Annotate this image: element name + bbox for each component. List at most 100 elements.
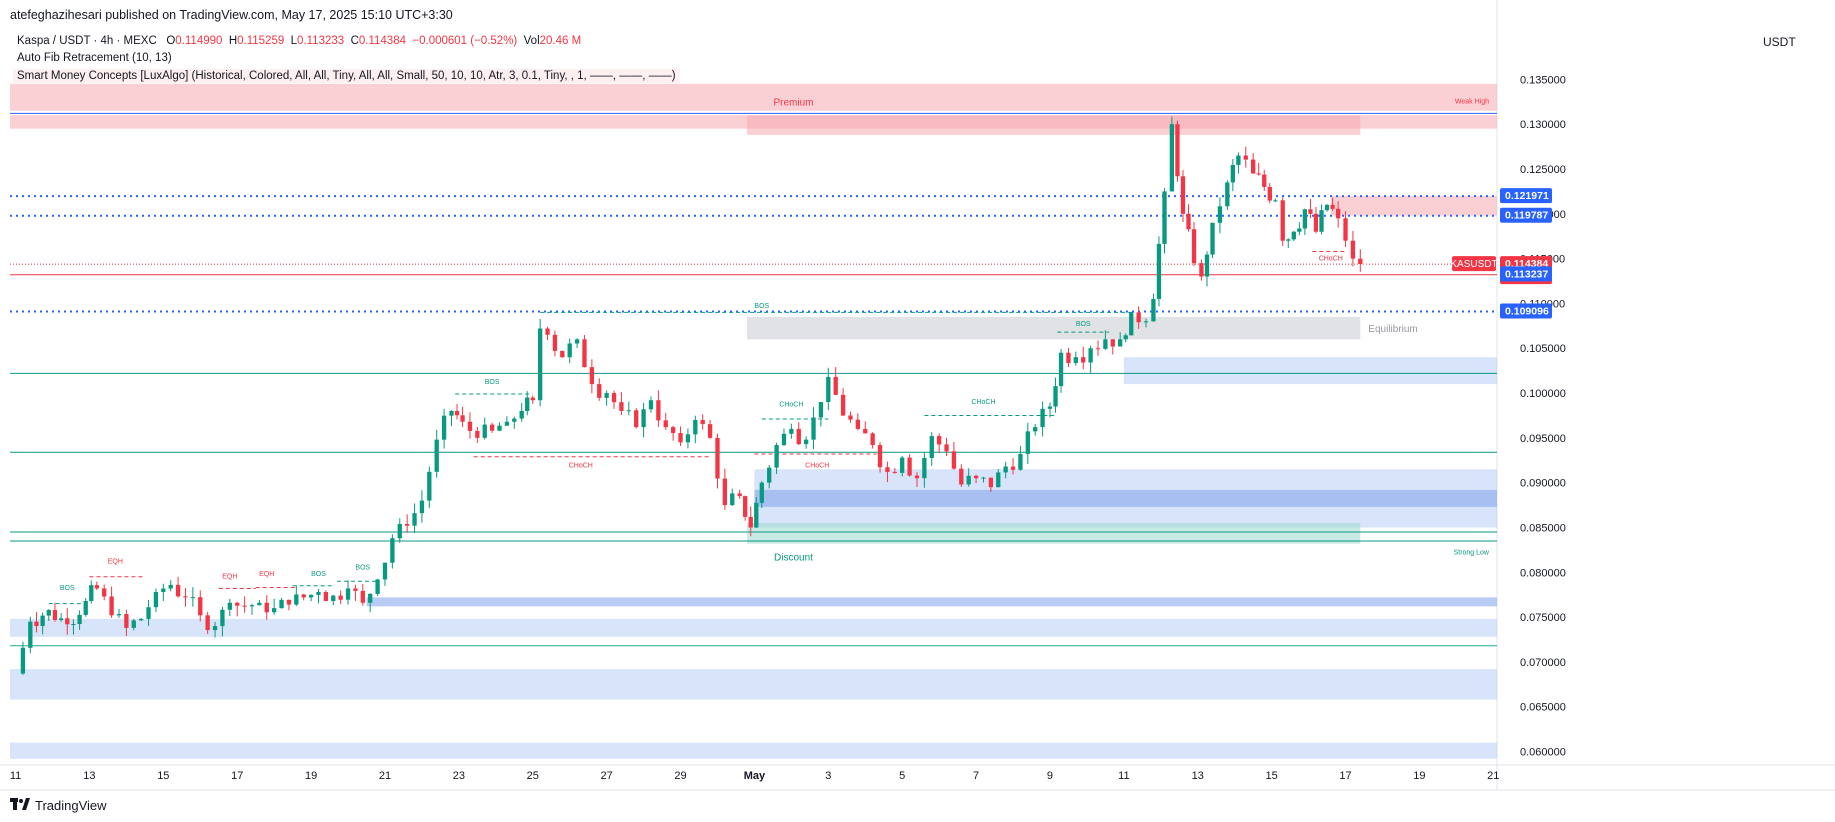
y-tick-label: 0.135000 — [1520, 74, 1566, 86]
candle-up — [826, 376, 831, 403]
price-tag — [1500, 303, 1552, 319]
candle-up — [77, 614, 82, 624]
candle-down — [959, 468, 964, 485]
candle-up — [271, 608, 277, 613]
zone-label-equilibrium: Equilibrium — [1368, 324, 1417, 335]
candle-up — [308, 594, 314, 598]
candle-down — [656, 400, 661, 421]
candle-down — [582, 339, 587, 368]
candle-down — [944, 444, 949, 452]
candle-up — [1324, 204, 1330, 211]
zone-ob — [10, 618, 1497, 637]
candle-up — [83, 600, 88, 615]
candle-up — [249, 605, 255, 607]
price-tag-label: 0.121971 — [1505, 190, 1549, 202]
candle-down — [124, 614, 129, 628]
structure-label: BOS — [60, 585, 75, 592]
candle-up — [89, 585, 94, 601]
candle-down — [323, 592, 329, 601]
currency-label[interactable]: USDT — [1763, 35, 1796, 49]
candle-down — [1262, 174, 1267, 187]
candle-up — [981, 477, 986, 479]
volume-label: Vol — [523, 35, 540, 47]
candle-down — [1066, 352, 1071, 364]
zone-premium — [10, 83, 1497, 111]
x-tick-label: 13 — [83, 770, 95, 782]
candle-up — [1204, 254, 1210, 277]
candle-up — [345, 588, 351, 600]
y-tick-label: 0.130000 — [1520, 119, 1566, 131]
candle-up — [46, 609, 51, 616]
candle-up — [1230, 164, 1236, 183]
zone-premium — [1330, 195, 1497, 216]
close-value: 0.114384 — [358, 35, 406, 47]
candle-down — [1350, 240, 1356, 259]
candle-up — [1047, 406, 1053, 409]
symbol-name[interactable]: Kaspa / USDT · 4h · MEXC — [17, 35, 157, 47]
candle-down — [183, 596, 188, 598]
candle-down — [707, 424, 713, 438]
candle-down — [1256, 173, 1261, 175]
candle-up — [537, 328, 543, 401]
candle-up — [434, 439, 439, 472]
candle-down — [907, 457, 912, 476]
zone-ob — [10, 742, 1497, 759]
candle-up — [685, 434, 691, 443]
open-value: 0.114990 — [175, 35, 223, 47]
candle-up — [900, 457, 905, 473]
y-tick-label: 0.100000 — [1520, 388, 1566, 400]
symbol-ohlc-line: Kaspa / USDT · 4h · MEXC O0.114990 H0.11… — [17, 35, 581, 47]
candle-up — [1143, 321, 1149, 323]
candle-down — [670, 427, 676, 434]
symbol-price-tag — [1452, 256, 1496, 272]
x-tick-label: 3 — [825, 770, 831, 782]
indicator-smc[interactable]: Smart Money Concepts [LuxAlgo] (Historic… — [13, 69, 680, 83]
candle-down — [1267, 186, 1272, 201]
candle-down — [1343, 218, 1348, 241]
candle-up — [449, 410, 454, 416]
candle-down — [552, 334, 558, 351]
candle-up — [789, 428, 794, 434]
price-tag — [1500, 207, 1552, 223]
candle-down — [877, 445, 883, 468]
structure-label: BOS — [485, 379, 500, 386]
candle-up — [1319, 210, 1324, 232]
indicator-fib[interactable]: Auto Fib Retracement (10, 13) — [17, 52, 172, 64]
structure-label: EQH — [259, 571, 274, 578]
structure-label: CHoCH — [569, 462, 593, 469]
candle-down — [1243, 155, 1248, 160]
candle-down — [1191, 229, 1197, 264]
candle-up — [648, 400, 654, 410]
candle-up — [382, 562, 388, 580]
candle-up — [220, 609, 225, 627]
candle-down — [737, 493, 742, 497]
candle-down — [1199, 263, 1204, 277]
candle-up — [1273, 200, 1278, 202]
candle-up — [412, 513, 417, 526]
candle-up — [1291, 231, 1296, 240]
x-tick-label: 21 — [379, 770, 391, 782]
low-value: 0.113233 — [297, 35, 345, 47]
candle-down — [489, 424, 495, 431]
candle-up — [482, 424, 487, 438]
candle-down — [892, 471, 897, 473]
tradingview-brand: TradingView — [35, 797, 107, 813]
candle-up — [390, 538, 395, 563]
candle-up — [1286, 239, 1291, 241]
candle-down — [748, 516, 753, 528]
candle-down — [1308, 209, 1313, 214]
candle-up — [641, 409, 646, 428]
price-tag — [1500, 266, 1552, 282]
candle-down — [885, 467, 890, 472]
candle-down — [870, 433, 875, 446]
candle-down — [722, 478, 728, 506]
candle-down — [460, 415, 465, 422]
candle-up — [1123, 335, 1128, 340]
candle-up — [20, 647, 26, 674]
tradingview-logo[interactable]: TradingView — [10, 797, 107, 813]
candle-down — [545, 328, 550, 335]
candle-down — [715, 437, 720, 479]
tradingview-mark-icon — [10, 797, 30, 813]
structure-label: BOS — [355, 565, 370, 572]
